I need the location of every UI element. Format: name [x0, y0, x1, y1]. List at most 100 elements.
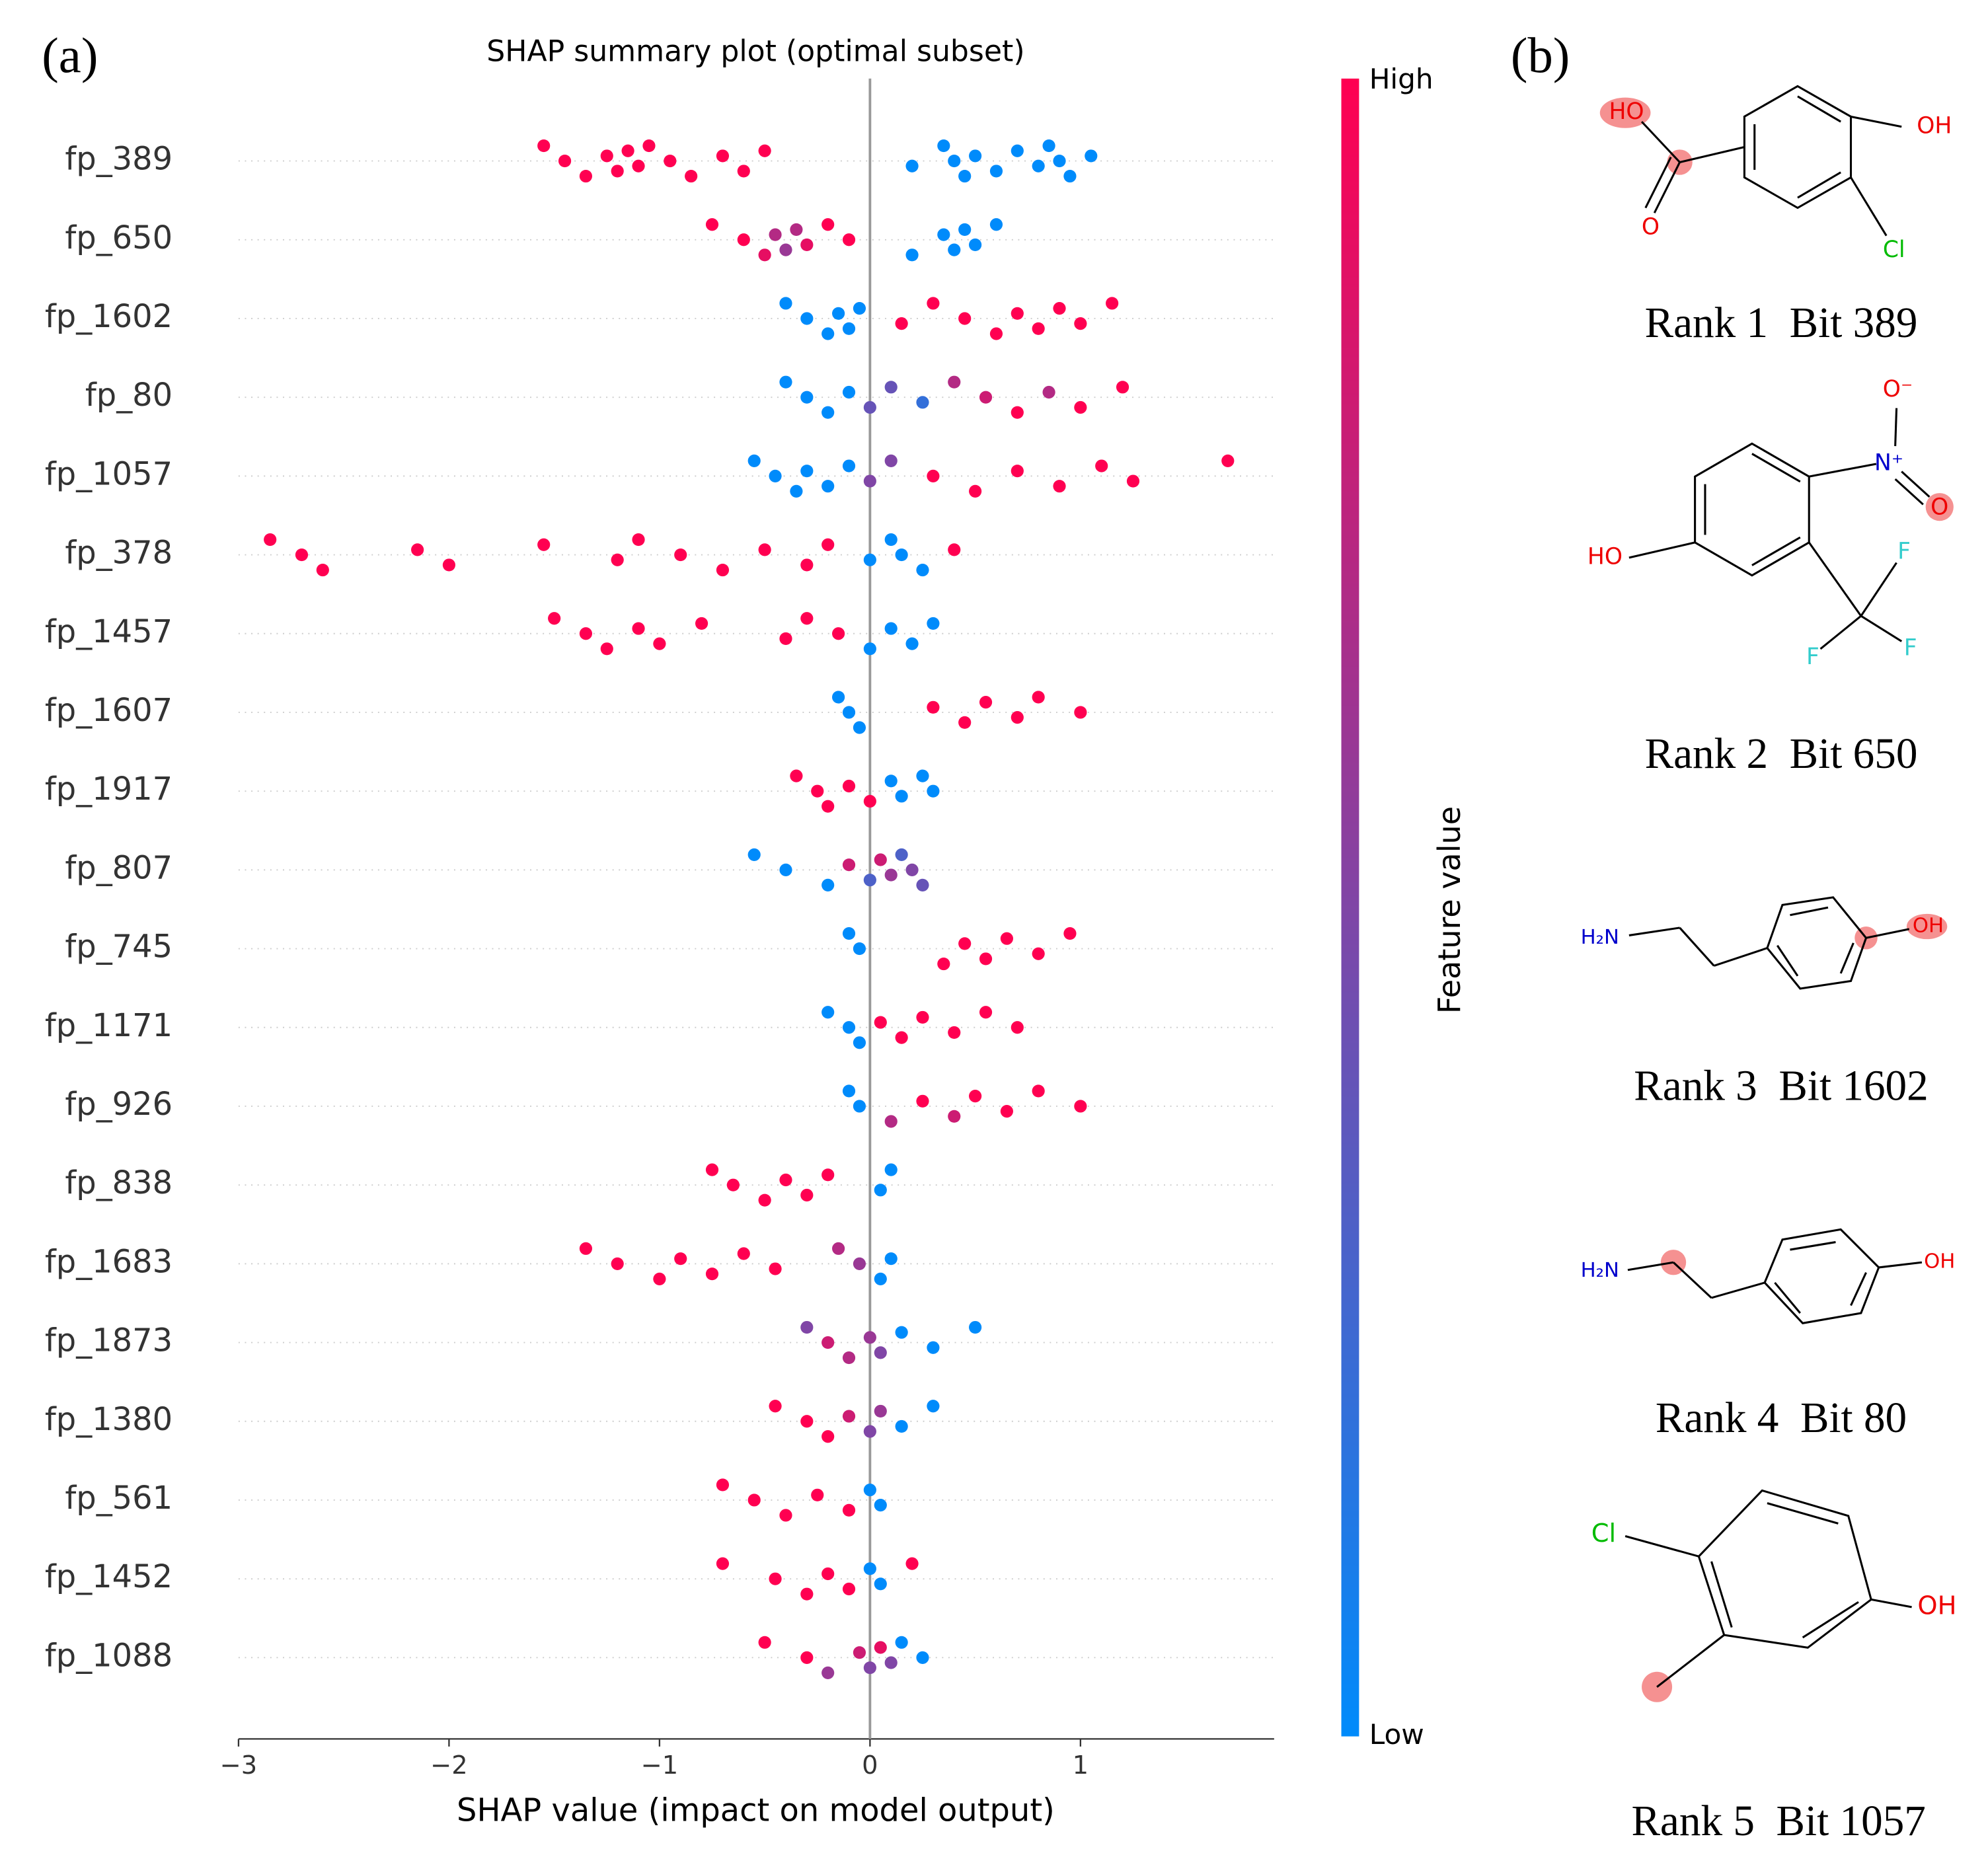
shap-point	[747, 1494, 761, 1507]
shap-point	[1074, 706, 1087, 719]
shap-point	[758, 144, 771, 157]
shap-point	[800, 1587, 814, 1601]
molecule-caption: Rank 4 Bit 80	[1656, 1394, 1907, 1442]
shap-point	[927, 297, 940, 310]
shap-point	[937, 957, 950, 971]
shap-point	[916, 878, 929, 891]
shap-point	[874, 853, 887, 866]
shap-point	[264, 533, 277, 547]
shap-point	[822, 1430, 835, 1443]
shap-point	[1032, 159, 1045, 172]
shap-point	[1011, 465, 1024, 478]
shap-point	[853, 302, 866, 315]
shap-point	[958, 223, 972, 237]
shap-point	[716, 149, 730, 163]
shap-point	[800, 1188, 814, 1202]
x-tick-label: −3	[220, 1751, 258, 1780]
shap-point	[842, 322, 856, 335]
y-tick-label: fp_926	[65, 1086, 172, 1123]
shap-point	[705, 218, 719, 231]
shap-point	[853, 942, 866, 956]
shap-point	[1063, 170, 1077, 183]
y-tick-label: fp_1171	[45, 1008, 172, 1044]
shap-point	[769, 1400, 782, 1413]
shap-point	[948, 1026, 961, 1040]
shap-point	[958, 312, 972, 325]
shap-point	[611, 165, 624, 178]
shap-point	[905, 637, 919, 650]
shap-point	[674, 1252, 687, 1266]
shap-point	[842, 459, 856, 473]
shap-point	[989, 218, 1003, 231]
shap-point	[1074, 1100, 1087, 1113]
shap-point	[1126, 474, 1140, 488]
shap-point	[1011, 144, 1024, 157]
x-tick-label: 0	[862, 1751, 878, 1780]
atom-label: OH	[1917, 112, 1952, 139]
shap-point	[853, 1646, 866, 1659]
shap-point	[800, 1415, 814, 1428]
shap-point	[884, 775, 898, 788]
shap-point	[790, 223, 803, 237]
shap-point	[927, 700, 940, 714]
colorbar-label: Low	[1369, 1718, 1424, 1751]
shap-point	[905, 248, 919, 262]
shap-point	[958, 937, 972, 950]
molecule-caption: Rank 5 Bit 1057	[1631, 1797, 1925, 1845]
shap-point	[979, 391, 993, 404]
atom-label: OH	[1917, 1591, 1956, 1620]
shap-point	[832, 627, 845, 640]
shap-point	[442, 558, 455, 572]
shap-point	[779, 243, 792, 256]
x-tick-label: −2	[430, 1751, 468, 1780]
y-tick-label: fp_1452	[45, 1559, 172, 1595]
shap-point	[822, 1006, 835, 1019]
shap-point	[747, 848, 761, 861]
shap-point	[1074, 317, 1087, 330]
shap-point	[927, 617, 940, 630]
shap-point	[779, 297, 792, 310]
shap-point	[632, 622, 645, 635]
y-tick-label: fp_1917	[45, 771, 172, 808]
shap-point	[895, 548, 908, 562]
shap-point	[969, 149, 982, 163]
shap-point	[1011, 711, 1024, 724]
shap-point	[842, 385, 856, 399]
shap-point	[842, 1021, 856, 1034]
shap-point	[874, 1346, 887, 1359]
shap-point	[895, 1326, 908, 1339]
shap-point	[642, 139, 656, 153]
shap-point	[800, 1320, 814, 1334]
shap-point	[769, 1262, 782, 1275]
shap-point	[600, 149, 613, 163]
shap-point	[716, 1557, 730, 1570]
shap-point	[737, 1247, 750, 1260]
shap-point	[842, 926, 856, 940]
shap-point	[811, 1488, 824, 1501]
shap-point	[747, 454, 761, 467]
shap-point	[1000, 1105, 1013, 1118]
shap-point	[842, 1503, 856, 1517]
y-tick-label: fp_838	[65, 1165, 172, 1201]
shap-point	[611, 553, 624, 566]
molecule: O⁻ N⁺ O HO F F F Rank 2 Bit 650	[1587, 376, 1954, 778]
atom-label: HO	[1587, 543, 1623, 570]
shap-point	[905, 159, 919, 172]
molecule-caption: Rank 1 Bit 389	[1645, 299, 1918, 347]
shap-point	[822, 800, 835, 813]
shap-point	[737, 165, 750, 178]
y-tick-label: fp_1683	[45, 1244, 172, 1280]
shap-point	[916, 1651, 929, 1664]
shap-point	[863, 1661, 876, 1675]
shap-point	[948, 375, 961, 389]
atom-label: H₂N	[1581, 1259, 1619, 1282]
shap-point	[790, 769, 803, 782]
shap-point	[842, 706, 856, 719]
shap-point	[653, 637, 666, 650]
shap-point	[874, 1184, 887, 1197]
shap-point	[905, 863, 919, 876]
atom-label: Cl	[1591, 1519, 1616, 1548]
shap-point	[800, 612, 814, 625]
shap-point	[979, 696, 993, 709]
shap-point	[800, 558, 814, 572]
